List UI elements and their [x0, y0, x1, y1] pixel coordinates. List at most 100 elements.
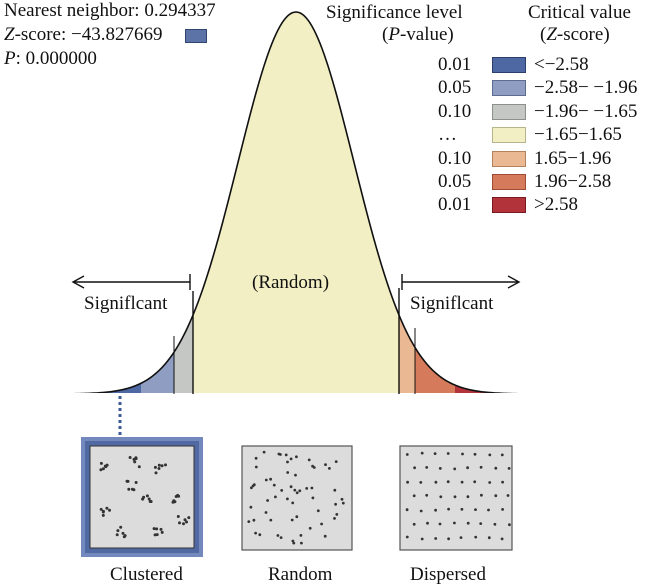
point [292, 541, 296, 545]
point [438, 467, 442, 470]
p-value-text: P: 0.000000 [4, 48, 216, 72]
legend-z-range: −2.58− −1.96 [534, 77, 638, 99]
point [311, 496, 315, 500]
point [460, 507, 464, 511]
point [125, 479, 129, 483]
point [434, 508, 437, 512]
point [182, 522, 185, 526]
point [487, 508, 490, 512]
point [134, 457, 138, 461]
point [99, 468, 103, 472]
point [127, 487, 131, 491]
point [286, 460, 289, 464]
critical-value-header: Critical value [528, 2, 631, 23]
point [141, 497, 145, 501]
point [488, 481, 492, 484]
right-significant-arrow [401, 274, 521, 290]
legend-swatch [492, 57, 526, 73]
point [264, 511, 268, 514]
legend-swatch [492, 80, 526, 97]
legend-swatch [492, 103, 526, 120]
point [101, 509, 105, 513]
random-region-label: (Random) [252, 272, 330, 293]
point [453, 495, 457, 499]
point [426, 521, 429, 525]
point [137, 465, 141, 469]
z-symbol: Z [4, 24, 15, 45]
point [251, 484, 255, 488]
statistics-block: Nearest neighbor: 0.294337 Z-score: −43.… [4, 0, 216, 72]
point [508, 523, 511, 527]
legend-swatch [492, 127, 526, 144]
point [295, 455, 298, 459]
point [130, 487, 134, 491]
point [159, 527, 163, 531]
point [99, 461, 103, 465]
point [419, 481, 423, 484]
point [453, 467, 457, 471]
legend-swatch [492, 197, 526, 214]
point [420, 537, 424, 541]
point [157, 463, 161, 467]
point [291, 539, 295, 543]
z-header-open: ( [540, 24, 547, 45]
point [154, 471, 158, 475]
point [258, 533, 262, 537]
legend-p-value: … [438, 124, 457, 146]
point [280, 489, 284, 492]
point [155, 527, 159, 531]
point [250, 486, 253, 490]
point [153, 465, 157, 469]
point [274, 495, 277, 499]
dispersed-pattern-box [399, 445, 513, 551]
point [406, 480, 409, 484]
point [324, 463, 327, 466]
point [133, 460, 137, 464]
point [128, 456, 132, 459]
point [252, 518, 256, 522]
point [254, 456, 258, 460]
point [487, 536, 491, 540]
point [506, 494, 510, 497]
legend-swatch [492, 150, 526, 167]
point [473, 452, 477, 456]
point [500, 453, 504, 457]
point [479, 465, 483, 469]
point [187, 516, 191, 520]
point [121, 531, 125, 535]
point [333, 517, 336, 520]
legend-z-range: −1.65−1.65 [534, 124, 622, 146]
random-pattern-box [241, 445, 353, 551]
clustered-caption: Clustered [110, 564, 183, 585]
point [340, 497, 344, 501]
point [447, 507, 450, 511]
point [405, 508, 409, 512]
point [305, 487, 309, 490]
point [115, 533, 119, 537]
random-caption: Random [268, 564, 333, 585]
z-header-symbol: Z [546, 24, 557, 45]
point [488, 453, 492, 457]
point [105, 463, 109, 467]
point [291, 501, 295, 505]
point [333, 488, 337, 492]
point [176, 493, 180, 497]
point [148, 500, 152, 503]
point [335, 513, 339, 516]
point [308, 526, 312, 530]
point [276, 534, 280, 537]
point [433, 452, 437, 455]
legend-z-range: >2.58 [534, 194, 578, 216]
point [295, 515, 299, 519]
point [446, 452, 450, 455]
point [507, 467, 511, 470]
point [412, 494, 416, 498]
point [279, 453, 282, 456]
point [116, 529, 120, 533]
legend-z-range: <−2.58 [534, 54, 589, 75]
point [164, 463, 167, 467]
point [434, 537, 438, 540]
point [419, 509, 423, 513]
point [254, 531, 257, 535]
